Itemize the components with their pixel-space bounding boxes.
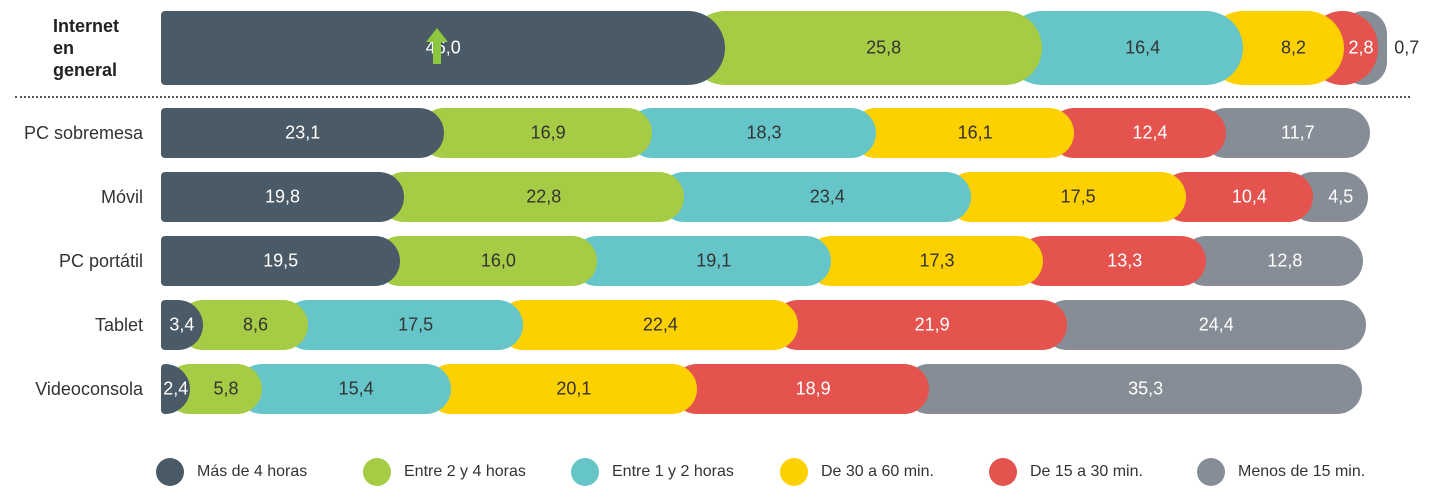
legend-label: De 30 a 60 min.	[821, 463, 934, 480]
category-label: Tablet	[0, 300, 143, 350]
bar-segment	[688, 11, 1042, 85]
value-label: 17,3	[919, 250, 955, 271]
value-label: 22,8	[526, 186, 562, 207]
legend-swatch	[571, 458, 599, 486]
bar-segment	[805, 236, 1044, 286]
category-text: Internet en general	[53, 16, 120, 80]
bar-segment	[236, 364, 451, 414]
bar-segment	[497, 300, 798, 350]
bar-segment	[378, 172, 684, 222]
value-label: 0,7	[1394, 37, 1420, 58]
legend-swatch	[156, 458, 184, 486]
bar-segment	[161, 11, 726, 85]
bar-segment	[1018, 236, 1207, 286]
value-label: 23,1	[285, 122, 321, 143]
category-label: PC portátil	[0, 236, 143, 286]
bar-segment	[419, 108, 652, 158]
legend-swatch	[780, 458, 808, 486]
legend-swatch	[989, 458, 1017, 486]
value-label: 3,4	[169, 314, 195, 335]
bar-segment	[945, 172, 1186, 222]
value-label: 16,9	[530, 122, 566, 143]
value-label: 12,4	[1132, 122, 1168, 143]
value-label: 35,3	[1128, 378, 1164, 399]
legend-label: De 15 a 30 min.	[1030, 463, 1143, 480]
legend-label: Más de 4 horas	[197, 463, 308, 480]
bar-segment	[161, 108, 445, 158]
value-label: 11,7	[1280, 122, 1315, 143]
value-label: 2,4	[163, 378, 189, 399]
value-label: 12,8	[1267, 250, 1303, 271]
value-label: 4,5	[1328, 186, 1354, 207]
value-label: 16,4	[1125, 37, 1161, 58]
bar-segment	[161, 300, 203, 350]
value-label: 20,1	[556, 378, 592, 399]
category-text: PC sobremesa	[23, 123, 143, 143]
category-label: Internet en general	[0, 11, 143, 85]
category-text: Videoconsola	[35, 379, 143, 399]
value-label: 8,2	[1281, 37, 1307, 58]
category-label: Videoconsola	[0, 364, 143, 414]
category-text: Tablet	[94, 315, 143, 335]
legend-label: Entre 2 y 4 horas	[404, 463, 526, 480]
bar-segment	[425, 364, 698, 414]
bar-segment	[375, 236, 597, 286]
legend-label: Entre 1 y 2 horas	[612, 463, 734, 480]
bar-segment	[904, 364, 1363, 414]
bar-segment	[1048, 108, 1227, 158]
value-label: 18,3	[746, 122, 782, 143]
value-label: 10,4	[1231, 186, 1267, 207]
value-label: 19,5	[263, 250, 299, 271]
value-label: 18,9	[795, 378, 831, 399]
bar-segment	[772, 300, 1067, 350]
legend-label: Menos de 15 min.	[1238, 463, 1366, 480]
separator	[15, 96, 1410, 98]
bar-segment	[658, 172, 971, 222]
legend-swatch	[363, 458, 391, 486]
category-text: PC portátil	[58, 251, 143, 271]
bar-segment	[1160, 172, 1314, 222]
increase-arrow	[426, 28, 448, 64]
bar-segment	[161, 172, 404, 222]
value-label: 13,3	[1107, 250, 1143, 271]
value-label: 16,0	[480, 250, 516, 271]
value-label: 17,5	[1060, 186, 1096, 207]
bar-segment	[1181, 236, 1364, 286]
bar-segment	[672, 364, 930, 414]
value-label: 21,9	[914, 314, 950, 335]
value-label: 2,8	[1348, 37, 1374, 58]
value-label: 23,4	[809, 186, 845, 207]
value-label: 16,1	[957, 122, 993, 143]
value-label: 19,1	[696, 250, 732, 271]
bar-segment	[571, 236, 831, 286]
value-label: 25,8	[866, 37, 902, 58]
bar-segment	[1041, 300, 1366, 350]
bar-segment	[1201, 108, 1370, 158]
value-label: 8,6	[242, 314, 268, 335]
value-label: 24,4	[1198, 314, 1234, 335]
bar-segment	[1004, 11, 1244, 85]
category-label: Móvil	[0, 172, 143, 222]
bar-segment	[283, 300, 523, 350]
bar-segment	[626, 108, 877, 158]
value-label: 19,8	[264, 186, 300, 207]
value-label: 17,5	[398, 314, 434, 335]
bar-segment	[851, 108, 1074, 158]
category-label: PC sobremesa	[0, 108, 143, 158]
bar-segment	[161, 236, 401, 286]
category-text: Móvil	[100, 187, 143, 207]
value-label: 15,4	[338, 378, 374, 399]
value-label: 5,8	[213, 378, 239, 399]
legend-swatch	[1197, 458, 1225, 486]
value-label: 22,4	[642, 314, 678, 335]
